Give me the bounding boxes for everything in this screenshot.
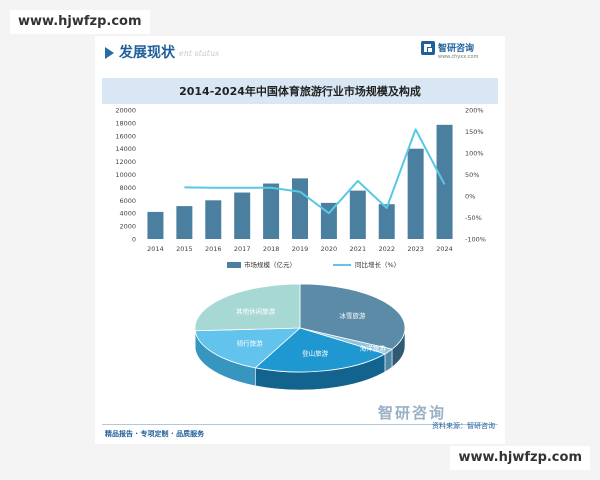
y-tick-label: 12000 [115,158,136,166]
legend-label-line: 同比增长（%） [355,260,400,269]
y-tick-label: 2000 [119,223,136,231]
footer-source: 资料来源：智研咨询 [432,422,495,430]
y2-tick-label: -50% [465,214,482,222]
x-tick-label: 2024 [436,245,453,253]
combo-chart: 2000018000160001400012000100008000600040… [115,107,486,270]
y-tick-label: 20000 [115,107,136,115]
report-page: 发展现状 ent status 智研咨询 www.chyxx.com 2014-… [95,36,505,444]
y-tick-label: 4000 [119,210,136,218]
section-title: 发展现状 [119,45,175,61]
y-tick-label: 8000 [119,184,136,192]
pie-slice-label: 骑行旅游 [237,338,264,347]
y2-tick-label: 50% [465,171,479,179]
y-tick-label: 10000 [115,171,136,179]
y2-tick-label: 150% [465,128,484,136]
y-tick-label: 14000 [115,145,136,153]
y-tick-label: 0 [132,236,136,244]
section-title-en: ent status [179,49,220,58]
y-tick-label: 16000 [115,132,136,140]
bar [176,206,193,239]
x-tick-label: 2023 [407,245,424,253]
pie-slice-label: 其他休闲旅游 [236,307,276,316]
footer-divider [102,424,498,425]
bar [436,124,453,239]
brand-logo-url: www.chyxx.com [438,54,479,60]
y2-tick-label: 200% [465,107,484,115]
bar [407,148,424,239]
bar [378,204,395,239]
site-watermark-bottom: www.hjwfzp.com [450,446,590,470]
legend-label-bar: 市场规模（亿元） [244,260,296,269]
bar [320,202,337,239]
pie-slice-label: 冰雪旅游 [339,311,366,320]
y2-tick-label: -100% [465,236,486,244]
legend-swatch-bar [227,262,241,268]
chart-title: 2014-2024年中国体育旅游行业市场规模及构成 [179,85,421,98]
bar [292,178,308,239]
pie-slice-label: 海洋旅游 [360,343,387,352]
x-tick-label: 2019 [292,245,309,253]
x-tick-label: 2018 [263,245,280,253]
brand-watermark: 智研咨询 [378,404,447,422]
x-tick-label: 2014 [147,245,164,253]
x-tick-label: 2015 [176,245,193,253]
x-tick-label: 2016 [205,245,222,253]
x-tick-label: 2020 [321,245,338,253]
pie-slice-label: 登山旅游 [302,349,329,358]
x-tick-label: 2021 [350,245,367,253]
brand-logo-icon [421,41,435,55]
pie-slice [194,327,302,369]
section-header: 发展现状 ent status 智研咨询 www.chyxx.com [95,36,505,70]
bar [205,200,222,239]
footer-slogan: 精品报告 · 专项定制 · 品质服务 [105,430,205,438]
bar [234,192,251,239]
section-bullet-icon [105,47,114,59]
y2-tick-label: 100% [465,150,484,158]
brand-logo: 智研咨询 www.chyxx.com [421,40,491,66]
chart-title-bar: 2014-2024年中国体育旅游行业市场规模及构成 [102,78,498,104]
bar [147,211,164,239]
bar [349,190,366,239]
x-tick-label: 2022 [378,245,395,253]
growth-line [184,128,446,215]
bar [263,183,280,239]
y-tick-label: 18000 [115,119,136,127]
brand-logo-name: 智研咨询 [438,44,475,54]
site-watermark-top: www.hjwfzp.com [10,10,150,34]
pie-slice [194,283,301,332]
y-tick-label: 6000 [119,197,136,205]
x-tick-label: 2017 [234,245,251,253]
pie-slice [299,283,406,350]
y2-tick-label: 0% [465,193,475,201]
